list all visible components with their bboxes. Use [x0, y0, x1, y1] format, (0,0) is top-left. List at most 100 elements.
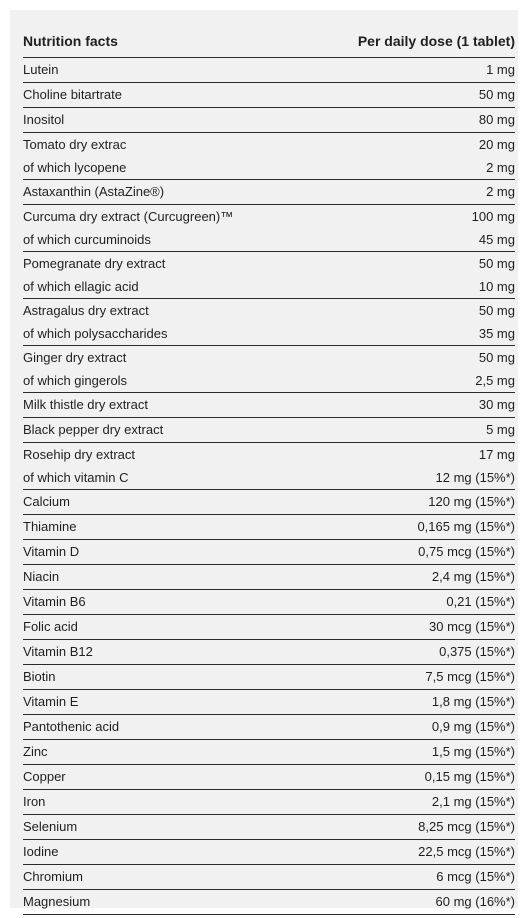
- table-row: Thiamine 0,165 mg (15%*): [23, 514, 515, 540]
- row-name: Pantothenic acid: [23, 714, 305, 740]
- row-name: of which lycopene: [23, 157, 305, 180]
- row-name: Magnesium: [23, 889, 305, 915]
- row-name: Tomato dry extrac: [23, 137, 127, 152]
- header-value: Per daily dose (1 tablet): [304, 24, 515, 58]
- row-value: 1,5 mg (15%*): [304, 739, 515, 765]
- table-row: Pomegranate dry extract 50 mg: [23, 252, 515, 277]
- table-row: Rosehip dry extract 17 mg: [23, 443, 515, 468]
- row-value: 50 mg: [304, 82, 515, 108]
- table-row: Lutein 1 mg: [23, 57, 515, 83]
- row-value: 2,5 mg: [304, 370, 515, 393]
- row-name: Black pepper dry extract: [23, 417, 305, 443]
- row-value: 50 mg: [478, 303, 515, 318]
- table-subrow: of which lycopene 2 mg: [23, 157, 515, 180]
- nutrition-panel: Nutrition facts Per daily dose (1 tablet…: [10, 10, 518, 915]
- table-row: Astaxanthin (AstaZine®) 2 mg: [23, 179, 515, 205]
- row-value: 6 mcg (15%*): [304, 864, 515, 890]
- row-value: 50 mg: [478, 256, 515, 271]
- row-name: Curcuma dry extract (Curcugreen)™: [23, 209, 234, 224]
- row-name: Selenium: [23, 814, 305, 840]
- row-value: 30 mcg (15%*): [304, 614, 515, 640]
- table-row: Copper 0,15 mg (15%*): [23, 764, 515, 790]
- table-row: Biotin 7,5 mcg (15%*): [23, 664, 515, 690]
- row-name: Vitamin E: [23, 689, 305, 715]
- row-value: 20 mg: [478, 137, 515, 152]
- row-name: Vitamin B6: [23, 589, 305, 615]
- table-header-row: Nutrition facts Per daily dose (1 tablet…: [23, 24, 515, 58]
- row-value: 0,9 mg (15%*): [304, 714, 515, 740]
- row-value: 50 mg: [478, 350, 515, 365]
- table-row: Iron 2,1 mg (15%*): [23, 789, 515, 815]
- row-name: Lutein: [23, 57, 305, 83]
- row-value: 60 mg (16%*): [304, 889, 515, 915]
- row-value: 2 mg: [304, 157, 515, 180]
- table-row: Iodine 22,5 mcg (15%*): [23, 839, 515, 865]
- row-name: Biotin: [23, 664, 305, 690]
- nutrition-table: Nutrition facts Per daily dose (1 tablet…: [23, 24, 515, 915]
- row-name: Inositol: [23, 107, 305, 133]
- table-row: Astragalus dry extract 50 mg: [23, 299, 515, 324]
- table-subrow: of which curcuminoids 45 mg: [23, 229, 515, 252]
- table-row: Vitamin E 1,8 mg (15%*): [23, 689, 515, 715]
- row-value: 1 mg: [304, 57, 515, 83]
- header-name: Nutrition facts: [23, 24, 305, 58]
- row-name: of which gingerols: [23, 370, 305, 393]
- row-value: 2 mg: [304, 179, 515, 205]
- row-value: 0,15 mg (15%*): [304, 764, 515, 790]
- row-value: 17 mg: [478, 447, 515, 462]
- row-value: 30 mg: [304, 392, 515, 418]
- row-name: Choline bitartrate: [23, 82, 305, 108]
- row-name: Thiamine: [23, 514, 305, 540]
- row-value: 0,21 (15%*): [304, 589, 515, 615]
- row-name: of which polysaccharides: [23, 323, 305, 346]
- table-row: Magnesium 60 mg (16%*): [23, 889, 515, 915]
- row-value: 0,165 mg (15%*): [304, 514, 515, 540]
- table-row: Vitamin D 0,75 mcg (15%*): [23, 539, 515, 565]
- row-name: Pomegranate dry extract: [23, 256, 166, 271]
- table-row: Black pepper dry extract 5 mg: [23, 417, 515, 443]
- row-value: 0,75 mcg (15%*): [304, 539, 515, 565]
- table-row: Inositol 80 mg: [23, 107, 515, 133]
- table-row: Chromium 6 mcg (15%*): [23, 864, 515, 890]
- row-name: Chromium: [23, 864, 305, 890]
- row-name: Rosehip dry extract: [23, 447, 135, 462]
- row-value: 120 mg (15%*): [304, 489, 515, 515]
- row-name: Zinc: [23, 739, 305, 765]
- row-value: 80 mg: [304, 107, 515, 133]
- row-name: Vitamin B12: [23, 639, 305, 665]
- row-name: Iodine: [23, 839, 305, 865]
- row-name: Folic acid: [23, 614, 305, 640]
- table-row: Selenium 8,25 mcg (15%*): [23, 814, 515, 840]
- table-subrow: of which gingerols 2,5 mg: [23, 370, 515, 393]
- row-name: Astragalus dry extract: [23, 303, 149, 318]
- row-name: Copper: [23, 764, 305, 790]
- row-name: Milk thistle dry extract: [23, 392, 305, 418]
- row-value: 2,1 mg (15%*): [304, 789, 515, 815]
- row-name: Calcium: [23, 489, 305, 515]
- table-subrow: of which polysaccharides 35 mg: [23, 323, 515, 346]
- row-name: Vitamin D: [23, 539, 305, 565]
- table-row: Tomato dry extrac 20 mg: [23, 133, 515, 158]
- table-row: Folic acid 30 mcg (15%*): [23, 614, 515, 640]
- row-value: 5 mg: [304, 417, 515, 443]
- row-value: 8,25 mcg (15%*): [304, 814, 515, 840]
- table-row: Calcium 120 mg (15%*): [23, 489, 515, 515]
- row-name: of which curcuminoids: [23, 229, 305, 252]
- row-value: 35 mg: [304, 323, 515, 346]
- row-value: 0,375 (15%*): [304, 639, 515, 665]
- row-name: Astaxanthin (AstaZine®): [23, 179, 305, 205]
- row-name: of which ellagic acid: [23, 276, 305, 299]
- row-name: Niacin: [23, 564, 305, 590]
- table-subrow: of which vitamin C 12 mg (15%*): [23, 467, 515, 490]
- table-row: Pantothenic acid 0,9 mg (15%*): [23, 714, 515, 740]
- row-value: 12 mg (15%*): [304, 467, 515, 490]
- row-name: Iron: [23, 789, 305, 815]
- row-value: 45 mg: [304, 229, 515, 252]
- row-name: of which vitamin C: [23, 467, 305, 490]
- row-value: 7,5 mcg (15%*): [304, 664, 515, 690]
- table-row: Zinc 1,5 mg (15%*): [23, 739, 515, 765]
- table-row: Vitamin B12 0,375 (15%*): [23, 639, 515, 665]
- table-row: Curcuma dry extract (Curcugreen)™ 100 mg: [23, 205, 515, 230]
- row-value: 1,8 mg (15%*): [304, 689, 515, 715]
- row-value: 100 mg: [471, 209, 515, 224]
